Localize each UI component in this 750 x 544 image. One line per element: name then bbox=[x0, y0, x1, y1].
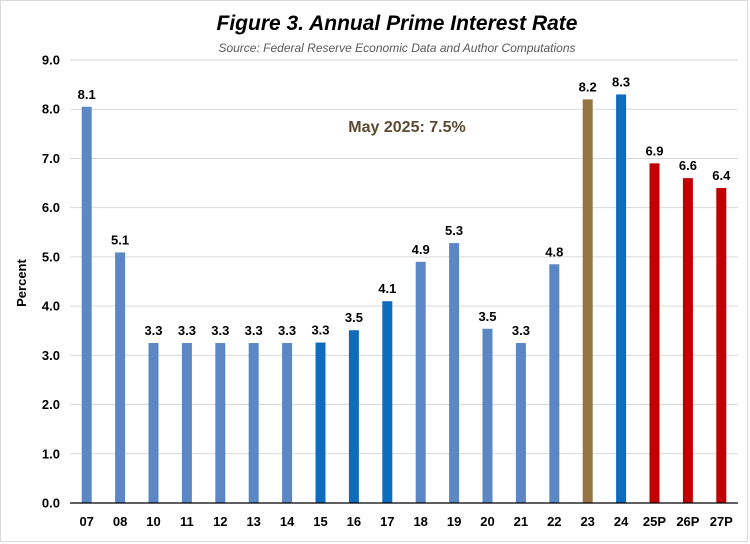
x-tick-label: 24 bbox=[614, 514, 629, 529]
x-tick-label: 18 bbox=[413, 514, 427, 529]
data-label: 6.6 bbox=[679, 158, 697, 173]
bar bbox=[215, 343, 226, 503]
bar bbox=[348, 330, 359, 503]
chart-title: Figure 3. Annual Prime Interest Rate bbox=[217, 12, 578, 35]
x-tick-label: 23 bbox=[580, 514, 594, 529]
bar bbox=[649, 163, 660, 503]
data-label: 3.3 bbox=[278, 323, 296, 338]
y-tick-label: 7.0 bbox=[42, 151, 60, 166]
data-label: 3.5 bbox=[345, 310, 363, 325]
data-label: 4.8 bbox=[545, 244, 563, 259]
chart-subtitle: Source: Federal Reserve Economic Data an… bbox=[218, 41, 575, 55]
data-label: 8.2 bbox=[579, 79, 597, 94]
annotation-text: May 2025: 7.5% bbox=[348, 119, 465, 136]
data-label: 8.3 bbox=[612, 74, 630, 89]
x-tick-label: 07 bbox=[79, 514, 93, 529]
y-tick-label: 8.0 bbox=[42, 102, 60, 117]
data-label: 5.1 bbox=[111, 232, 129, 247]
y-tick-label: 1.0 bbox=[42, 446, 60, 461]
bar bbox=[482, 328, 493, 503]
x-axis-ticks: 07 08 10 11 12 13 14 15 16 17 18 19 20 21 22 23 24 25P 26P… bbox=[79, 514, 733, 529]
data-label: 3.3 bbox=[311, 323, 329, 338]
data-label: 6.9 bbox=[645, 143, 663, 158]
bar bbox=[716, 187, 727, 503]
data-labels: 8.1 5.1 3.3 3.3 3.3 3.3 3.3 3.3 3.5 4.1 4.9 5.3 3.5 3… bbox=[78, 74, 731, 338]
y-tick-label: 5.0 bbox=[42, 249, 60, 264]
bars bbox=[81, 94, 727, 503]
bar bbox=[449, 243, 460, 503]
data-label: 3.3 bbox=[211, 323, 229, 338]
data-label: 3.3 bbox=[245, 323, 263, 338]
bar bbox=[115, 252, 126, 503]
data-label: 6.4 bbox=[712, 168, 731, 183]
gridlines bbox=[70, 59, 738, 455]
x-tick-label: 21 bbox=[514, 514, 528, 529]
y-tick-label: 9.0 bbox=[42, 53, 60, 68]
bar bbox=[616, 94, 627, 503]
bar bbox=[248, 343, 259, 503]
bar bbox=[515, 343, 526, 503]
y-tick-label: 0.0 bbox=[42, 496, 60, 511]
x-tick-label: 08 bbox=[113, 514, 127, 529]
data-label: 4.9 bbox=[412, 242, 430, 257]
bar bbox=[315, 342, 326, 503]
data-label: 3.3 bbox=[512, 323, 530, 338]
x-tick-label: 12 bbox=[213, 514, 227, 529]
bar bbox=[549, 264, 560, 503]
data-label: 8.1 bbox=[78, 87, 96, 102]
bar bbox=[181, 343, 192, 503]
data-label: 3.3 bbox=[144, 323, 162, 338]
bar bbox=[148, 343, 159, 503]
bar bbox=[382, 301, 393, 503]
x-tick-label: 20 bbox=[480, 514, 494, 529]
bar bbox=[282, 343, 293, 503]
y-tick-label: 6.0 bbox=[42, 200, 60, 215]
x-tick-label: 22 bbox=[547, 514, 561, 529]
bar bbox=[582, 99, 593, 503]
x-tick-label: 25P bbox=[643, 514, 666, 529]
x-tick-label: 13 bbox=[246, 514, 260, 529]
y-tick-label: 2.0 bbox=[42, 397, 60, 412]
data-label: 5.3 bbox=[445, 223, 463, 238]
bar bbox=[415, 261, 426, 503]
bar bbox=[682, 178, 693, 503]
data-label: 4.1 bbox=[378, 281, 396, 296]
x-tick-label: 15 bbox=[313, 514, 327, 529]
x-tick-label: 27P bbox=[710, 514, 733, 529]
y-tick-label: 3.0 bbox=[42, 348, 60, 363]
y-axis-label: Percent bbox=[14, 258, 29, 306]
x-tick-label: 11 bbox=[180, 514, 194, 529]
y-tick-label: 4.0 bbox=[42, 299, 60, 314]
data-label: 3.5 bbox=[478, 309, 496, 324]
x-tick-label: 10 bbox=[146, 514, 160, 529]
x-tick-label: 17 bbox=[380, 514, 394, 529]
y-axis-ticks: 0.0 1.0 2.0 3.0 4.0 5.0 6.0 7.0 8.0 9.0 bbox=[42, 53, 60, 511]
data-label: 3.3 bbox=[178, 323, 196, 338]
x-tick-label: 19 bbox=[447, 514, 461, 529]
x-tick-label: 16 bbox=[347, 514, 361, 529]
x-tick-label: 14 bbox=[280, 514, 295, 529]
bar bbox=[81, 106, 92, 503]
x-tick-label: 26P bbox=[676, 514, 699, 529]
